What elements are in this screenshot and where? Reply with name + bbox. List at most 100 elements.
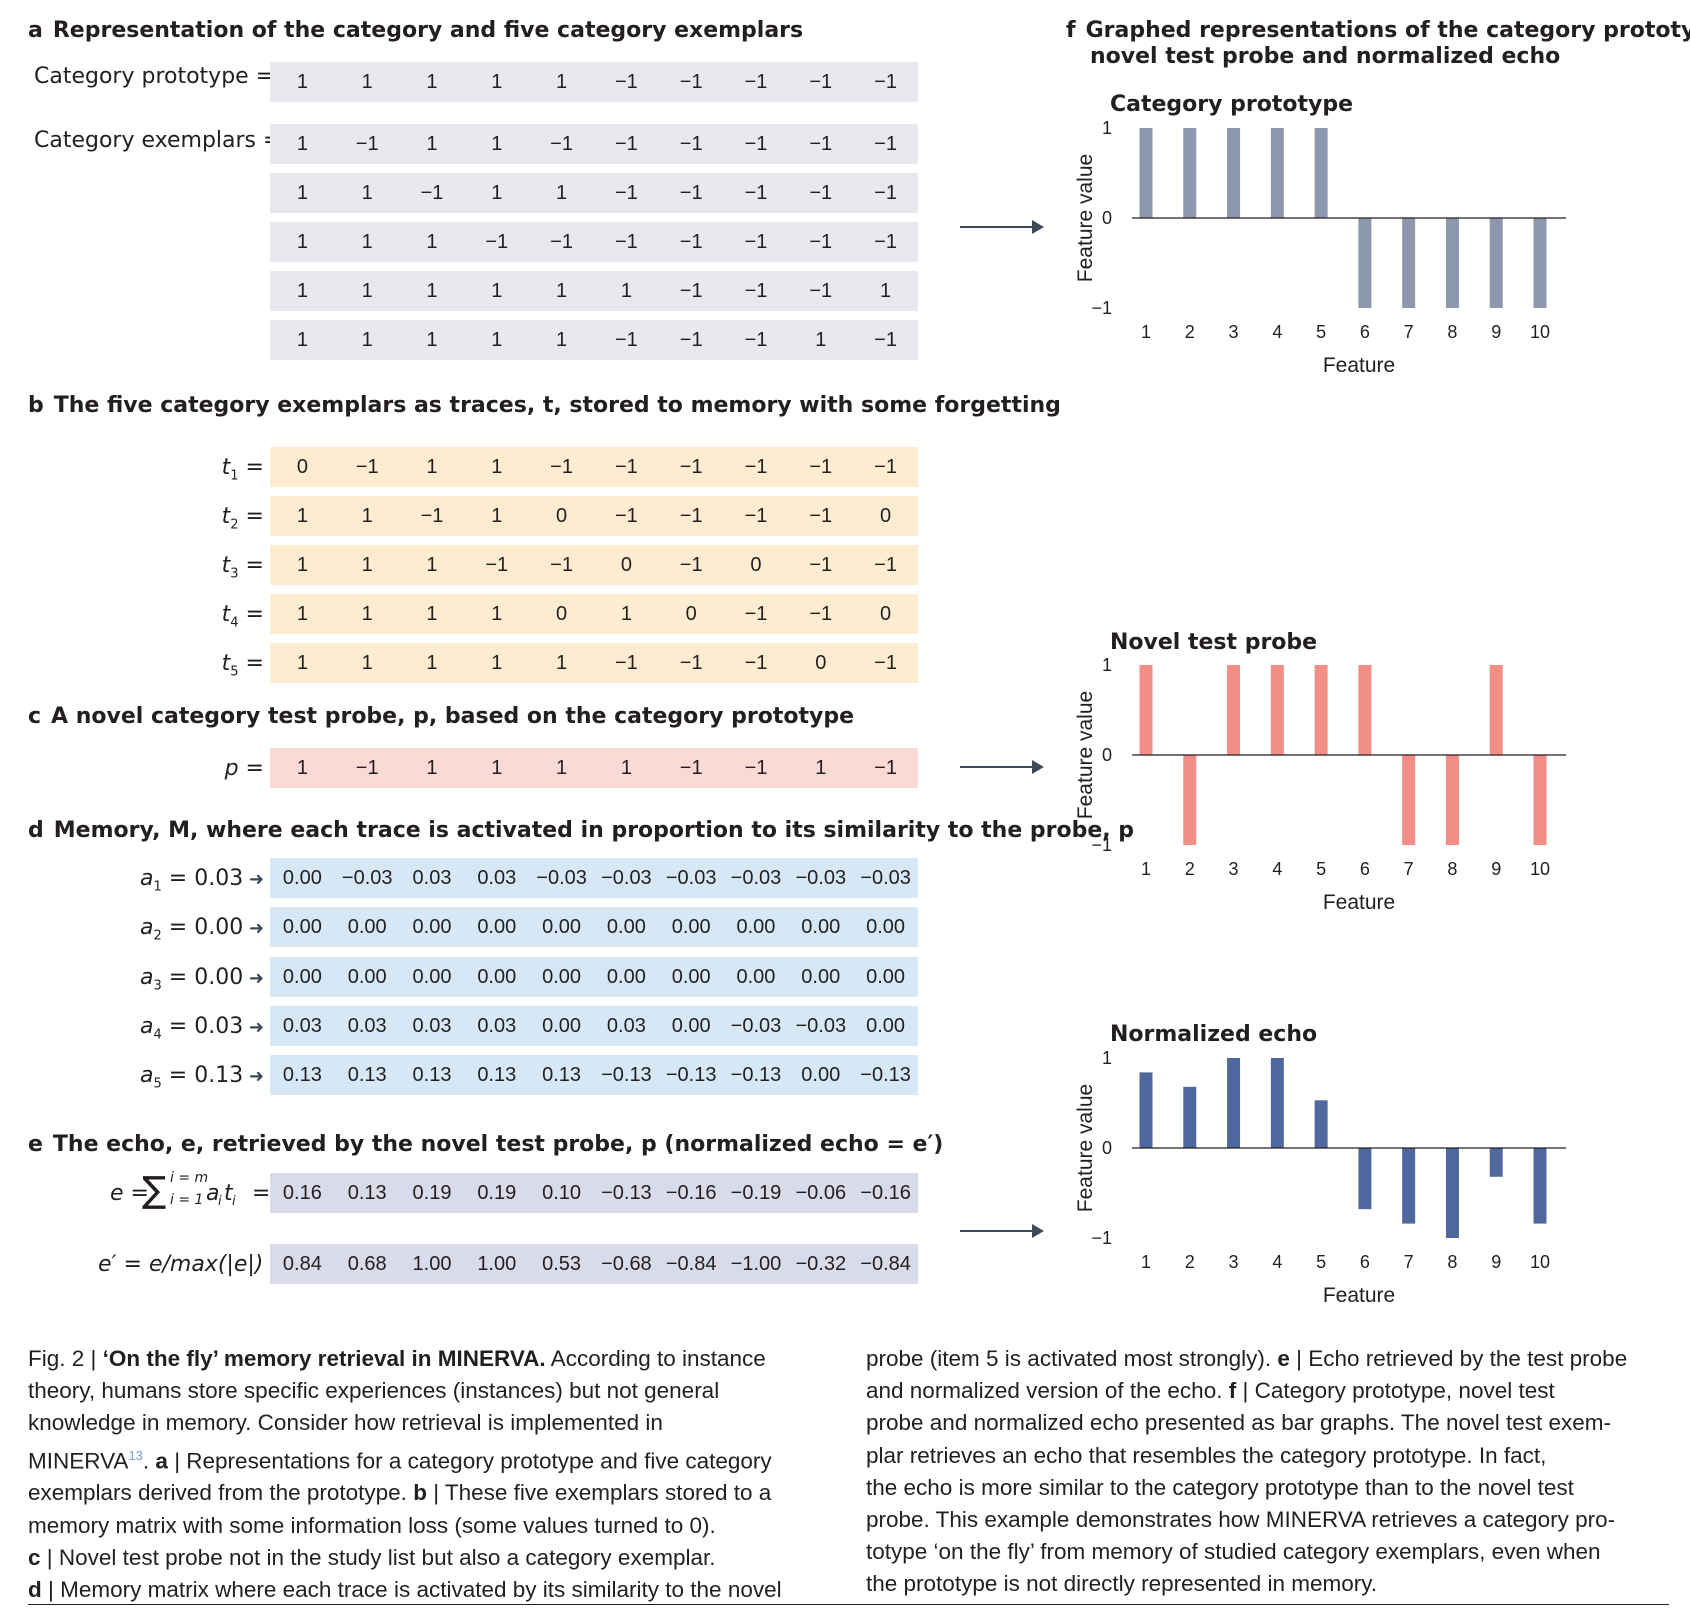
chart-title: Category prototype xyxy=(1110,92,1354,117)
matrix-cell: 0.00 xyxy=(801,915,841,938)
matrix-cell: 0.13 xyxy=(477,1063,517,1086)
matrix-cell: −1 xyxy=(355,455,379,478)
row-variable: t xyxy=(221,651,231,676)
activation-label: a3 = 0.00 ➜ xyxy=(110,965,264,993)
matrix-cell: −1 xyxy=(874,328,897,351)
matrix-cell: 1 xyxy=(296,553,308,576)
matrix-cell: −1 xyxy=(614,455,638,478)
probe-row: 1 −1 1 1 1 1 −1 −1 1 −1 xyxy=(270,748,918,788)
matrix-cell: 1.00 xyxy=(412,1252,452,1275)
y-axis-label: Feature value xyxy=(1074,1084,1097,1212)
chart-title: Normalized echo xyxy=(1110,1022,1318,1047)
matrix-cell: 1 xyxy=(491,651,503,674)
matrix-cell: 0.00 xyxy=(477,915,517,938)
row-variable: a xyxy=(140,1014,154,1039)
matrix-cell: 1 xyxy=(361,602,373,625)
arrow-to-probe-chart xyxy=(960,760,1044,774)
matrix-cell: 1 xyxy=(361,651,373,674)
panel-letter: c xyxy=(28,704,42,729)
matrix-cell: −1 xyxy=(420,181,444,204)
bar xyxy=(1314,128,1328,218)
bar xyxy=(1445,218,1459,308)
caption-text: | Echo retrieved by the test probe xyxy=(1289,1346,1628,1371)
matrix-cell: −1 xyxy=(485,230,509,253)
matrix-cell: −1 xyxy=(679,132,703,155)
bar xyxy=(1358,665,1372,755)
matrix-cell: 0.00 xyxy=(282,866,322,889)
x-tick-label: 8 xyxy=(1447,322,1457,342)
matrix-cell: −1 xyxy=(679,651,703,674)
x-tick-label: 10 xyxy=(1530,859,1550,879)
bar xyxy=(1402,755,1416,845)
matrix-cell: −0.03 xyxy=(860,866,911,889)
y-tick-label: 0 xyxy=(1102,1138,1112,1158)
trace-label: t1 = xyxy=(200,455,264,483)
matrix-cell: 1 xyxy=(361,328,373,351)
normalized-label: e′ = e/max(|e|) = xyxy=(98,1252,289,1277)
y-axis-label: Feature value xyxy=(1074,691,1097,819)
matrix-cell: −0.03 xyxy=(536,866,587,889)
sum-upper-limit: i = m xyxy=(170,1170,209,1186)
bar xyxy=(1445,1148,1459,1238)
matrix-cell: 0.00 xyxy=(671,915,711,938)
x-tick-label: 4 xyxy=(1272,322,1282,342)
matrix-cell: −1 xyxy=(744,279,768,302)
x-tick-label: 6 xyxy=(1360,1252,1370,1272)
caption-text: | These five exemplars stored to a xyxy=(426,1480,772,1506)
row-equals: = 0.00 xyxy=(161,965,244,990)
matrix-cell: −1 xyxy=(809,70,833,93)
matrix-cell: 1 xyxy=(426,602,438,625)
row-variable: t xyxy=(221,602,231,627)
y-tick-label: 1 xyxy=(1102,1048,1112,1068)
matrix-cell: 0.00 xyxy=(801,965,841,988)
echo-lhs: e = xyxy=(110,1181,149,1206)
matrix-cell: 0.00 xyxy=(282,915,322,938)
matrix-cell: −0.84 xyxy=(665,1252,717,1275)
panel-title-text: The five category exemplars as traces, t… xyxy=(53,393,1061,418)
x-tick-label: 3 xyxy=(1229,859,1239,879)
panel-title-line1: Graphed representations of the category … xyxy=(1085,18,1690,43)
matrix-cell: 0.00 xyxy=(866,965,906,988)
caption-line: d | Memory matrix where each trace is ac… xyxy=(28,1574,831,1606)
caption-line: c | Novel test probe not in the study li… xyxy=(28,1542,831,1574)
matrix-cell: −1 xyxy=(744,328,768,351)
matrix-cell: −1 xyxy=(874,553,897,576)
arrow-right-icon: ➜ xyxy=(243,1017,264,1038)
activation-row: 0.03 0.03 0.03 0.03 0.00 0.03 0.00 −0.03 −0.03 0.… xyxy=(270,1006,918,1046)
matrix-cell: −1 xyxy=(744,132,768,155)
x-axis-label: Feature xyxy=(1323,354,1395,377)
caption-text: . xyxy=(142,1448,156,1474)
matrix-cell: −0.13 xyxy=(860,1063,911,1086)
matrix-cell: 1.00 xyxy=(477,1252,517,1275)
row-variable: a xyxy=(140,965,154,990)
trace-label: t3 = xyxy=(200,553,264,581)
bar xyxy=(1139,665,1153,755)
matrix-cell: 0.19 xyxy=(477,1181,517,1204)
bar xyxy=(1270,128,1284,218)
bar xyxy=(1533,755,1547,845)
bar xyxy=(1183,755,1197,845)
matrix-cell: −0.13 xyxy=(601,1063,652,1086)
matrix-cell: −0.03 xyxy=(341,866,393,889)
bar xyxy=(1314,665,1328,755)
matrix-cell: 0.00 xyxy=(866,1014,906,1037)
matrix-cell: 1 xyxy=(620,602,632,625)
matrix-cell: 1 xyxy=(556,328,568,351)
matrix-cell: −1 xyxy=(614,651,638,674)
caption-text: totype ‘on the fly’ from memory of studi… xyxy=(866,1539,1601,1565)
x-tick-label: 2 xyxy=(1185,322,1195,342)
matrix-cell: 1 xyxy=(296,279,308,302)
matrix-cell: 1 xyxy=(361,70,373,93)
exemplars-label: Category exemplars = xyxy=(34,128,282,153)
matrix-cell: −1 xyxy=(874,230,897,253)
matrix-cell: −0.84 xyxy=(860,1252,911,1275)
caption-line: probe and normalized echo presented as b… xyxy=(866,1407,1669,1439)
term-a-sub: i xyxy=(218,1194,222,1209)
matrix-cell: −0.16 xyxy=(860,1181,911,1204)
panel-letter: d xyxy=(28,818,44,843)
caption-right-column: probe (item 5 is activated most strongly… xyxy=(866,1343,1669,1601)
panel-e-title: e The echo, e, retrieved by the novel tes… xyxy=(28,1132,943,1157)
bar xyxy=(1270,1058,1284,1148)
x-axis-label: Feature xyxy=(1323,1284,1395,1307)
